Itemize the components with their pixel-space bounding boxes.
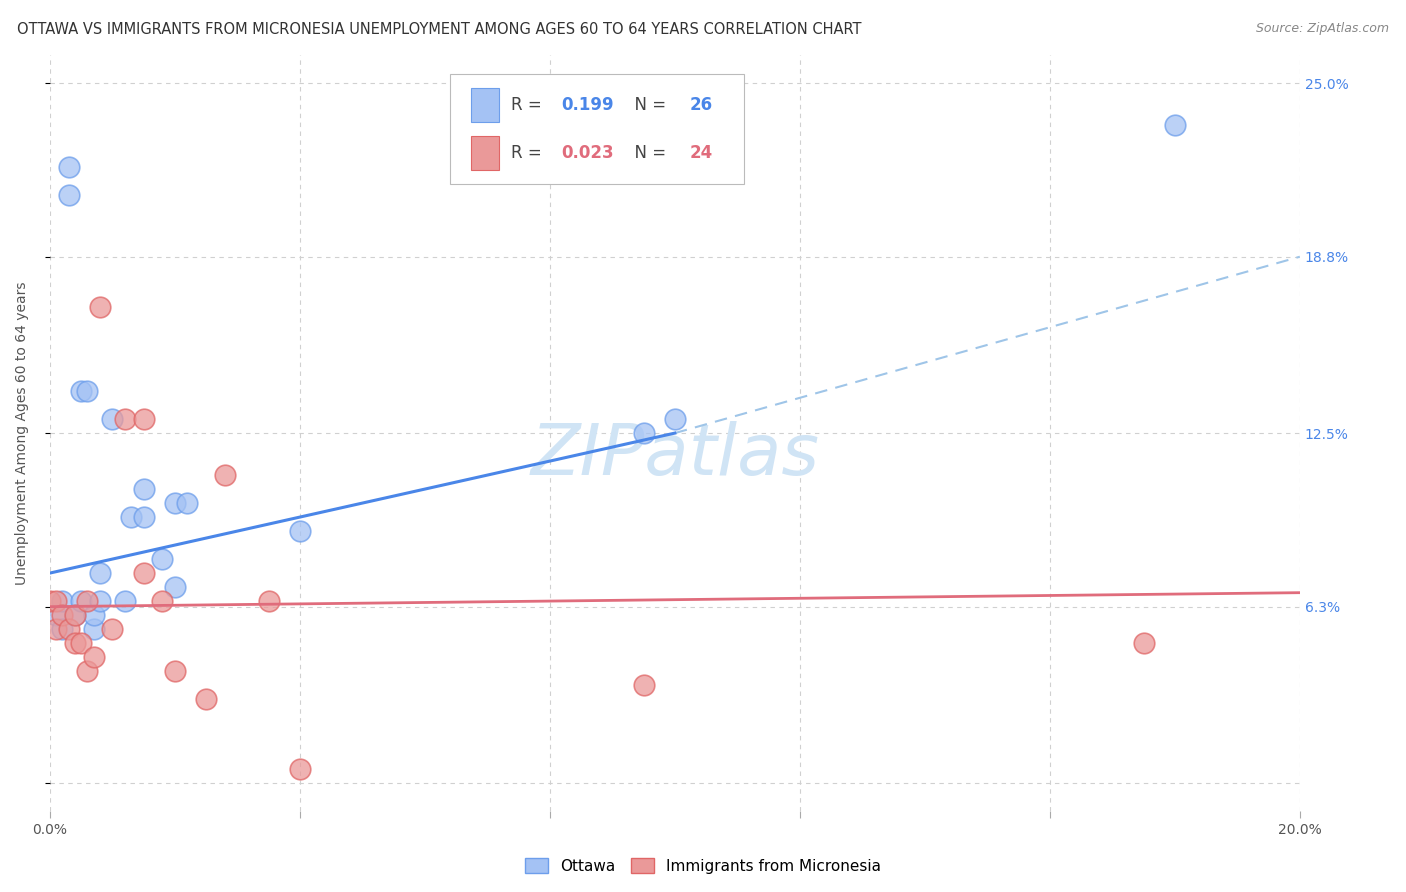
Text: 24: 24	[690, 144, 713, 161]
Point	[195, 692, 218, 706]
Point	[1132, 636, 1154, 650]
Point	[76, 384, 98, 398]
Point	[45, 594, 67, 608]
Point	[51, 594, 73, 608]
Point	[51, 622, 73, 636]
Point	[45, 622, 67, 636]
Text: ZIPatlas: ZIPatlas	[530, 421, 820, 491]
Point	[163, 580, 186, 594]
Point	[257, 594, 280, 608]
Text: N =: N =	[624, 95, 671, 113]
Point	[101, 412, 124, 426]
Text: 0.199: 0.199	[561, 95, 613, 113]
Point	[288, 762, 311, 776]
Point	[63, 608, 86, 623]
Point	[70, 384, 93, 398]
Point	[58, 622, 80, 636]
Text: Source: ZipAtlas.com: Source: ZipAtlas.com	[1256, 22, 1389, 36]
Point	[38, 594, 60, 608]
Text: R =: R =	[512, 144, 547, 161]
Legend: Ottawa, Immigrants from Micronesia: Ottawa, Immigrants from Micronesia	[519, 852, 887, 880]
Point	[114, 594, 136, 608]
Point	[163, 496, 186, 510]
Point	[76, 664, 98, 678]
Point	[633, 426, 655, 441]
Point	[83, 622, 105, 636]
Point	[664, 412, 686, 426]
Point	[101, 622, 124, 636]
Text: N =: N =	[624, 144, 671, 161]
Y-axis label: Unemployment Among Ages 60 to 64 years: Unemployment Among Ages 60 to 64 years	[15, 281, 30, 585]
Point	[45, 608, 67, 623]
Point	[89, 594, 111, 608]
Point	[176, 496, 198, 510]
Point	[58, 188, 80, 202]
Point	[51, 608, 73, 623]
Point	[63, 608, 86, 623]
FancyBboxPatch shape	[450, 74, 744, 184]
Point	[70, 636, 93, 650]
Point	[132, 482, 155, 496]
Bar	[471, 136, 499, 169]
Point	[120, 510, 142, 524]
Point	[114, 412, 136, 426]
Point	[214, 468, 236, 483]
Point	[633, 678, 655, 692]
Point	[83, 608, 105, 623]
Point	[70, 594, 93, 608]
Text: R =: R =	[512, 95, 547, 113]
Point	[163, 664, 186, 678]
Point	[89, 300, 111, 314]
Point	[150, 594, 173, 608]
Point	[89, 566, 111, 580]
Point	[132, 412, 155, 426]
Bar	[471, 87, 499, 121]
Text: OTTAWA VS IMMIGRANTS FROM MICRONESIA UNEMPLOYMENT AMONG AGES 60 TO 64 YEARS CORR: OTTAWA VS IMMIGRANTS FROM MICRONESIA UNE…	[17, 22, 862, 37]
Text: 0.023: 0.023	[561, 144, 613, 161]
Text: 26: 26	[690, 95, 713, 113]
Point	[150, 552, 173, 566]
Point	[1164, 118, 1187, 132]
Point	[132, 566, 155, 580]
Point	[132, 510, 155, 524]
Point	[58, 160, 80, 174]
Point	[63, 636, 86, 650]
Point	[76, 594, 98, 608]
Point	[288, 524, 311, 538]
Point	[83, 650, 105, 665]
